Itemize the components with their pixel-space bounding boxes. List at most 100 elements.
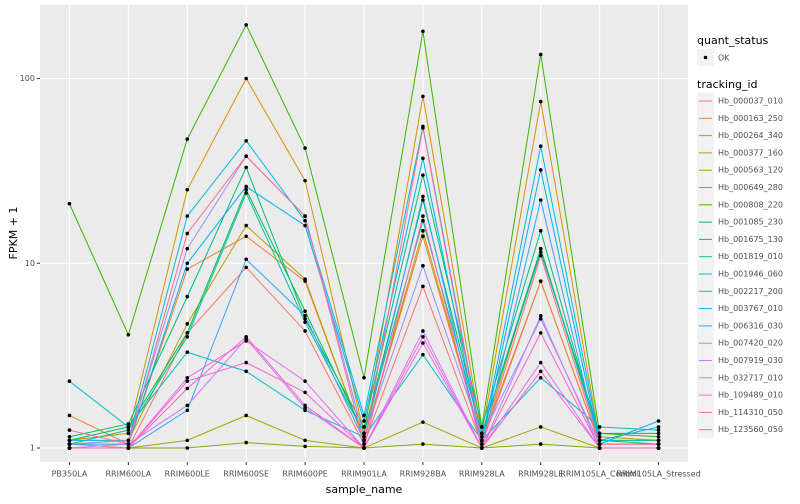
legend-label: Hb_000563_120 bbox=[718, 166, 783, 175]
data-point bbox=[538, 144, 543, 149]
data-point bbox=[185, 294, 190, 299]
data-point bbox=[244, 265, 248, 270]
legend-label: Hb_109489_010 bbox=[718, 391, 783, 400]
data-point bbox=[656, 419, 661, 423]
data-point bbox=[126, 428, 131, 432]
data-point bbox=[185, 334, 190, 339]
data-point bbox=[656, 434, 661, 439]
legend-label: Hb_001085_230 bbox=[718, 218, 783, 227]
data-point bbox=[126, 442, 131, 446]
data-point bbox=[362, 431, 366, 436]
data-point bbox=[597, 425, 602, 429]
data-point bbox=[538, 360, 543, 365]
data-point bbox=[185, 231, 190, 236]
data-point bbox=[421, 198, 425, 202]
data-point bbox=[67, 438, 72, 443]
data-point bbox=[244, 369, 248, 374]
data-point bbox=[303, 379, 307, 383]
legend-label: Hb_032717_010 bbox=[718, 373, 783, 382]
data-point bbox=[67, 379, 72, 383]
legend-label: Hb_002217_200 bbox=[718, 287, 783, 296]
x-tick-label: RRIM600LE bbox=[165, 470, 210, 479]
x-tick-label: RRIM928LE bbox=[518, 470, 563, 479]
y-tick-label: 100 bbox=[20, 74, 35, 83]
data-point bbox=[480, 431, 484, 436]
data-point bbox=[244, 165, 248, 170]
data-point bbox=[538, 317, 543, 321]
data-point bbox=[421, 126, 425, 130]
data-point bbox=[303, 390, 307, 395]
x-tick-label: PB350LA bbox=[52, 470, 88, 479]
data-point bbox=[303, 214, 307, 218]
data-point bbox=[244, 413, 248, 418]
x-tick-label: RRIM600PE bbox=[282, 470, 328, 479]
legend-label: Hb_000377_160 bbox=[718, 148, 783, 157]
data-point bbox=[126, 333, 131, 337]
legend-label: Hb_001675_130 bbox=[718, 235, 783, 244]
legend-title: tracking_id bbox=[697, 78, 758, 91]
data-point bbox=[244, 154, 248, 158]
data-point bbox=[303, 403, 307, 408]
data-point bbox=[244, 440, 248, 445]
data-point bbox=[244, 139, 248, 143]
data-point bbox=[303, 329, 307, 333]
data-point bbox=[185, 187, 190, 192]
x-tick-label: RRIM600LA bbox=[105, 470, 151, 479]
data-point bbox=[126, 422, 131, 426]
data-point bbox=[185, 446, 190, 450]
data-point bbox=[362, 375, 366, 380]
data-point bbox=[538, 375, 543, 380]
data-point bbox=[538, 52, 543, 57]
data-point bbox=[362, 438, 366, 443]
data-point bbox=[421, 263, 425, 268]
data-point bbox=[244, 257, 248, 262]
data-point bbox=[244, 360, 248, 365]
data-point bbox=[656, 431, 661, 436]
data-point bbox=[421, 284, 425, 289]
data-point bbox=[126, 425, 131, 429]
data-point bbox=[421, 341, 425, 345]
data-point bbox=[185, 246, 190, 251]
legend-label: Hb_123560_050 bbox=[718, 425, 783, 434]
data-point bbox=[303, 320, 307, 324]
shape-legend-label: OK bbox=[718, 54, 730, 63]
data-point bbox=[538, 198, 543, 202]
data-point bbox=[421, 334, 425, 339]
data-point bbox=[126, 438, 131, 443]
data-point bbox=[421, 156, 425, 161]
data-point bbox=[656, 438, 661, 443]
data-point bbox=[185, 438, 190, 443]
x-tick-label: RRIM928BA bbox=[400, 470, 447, 479]
data-point bbox=[597, 431, 602, 436]
data-point bbox=[303, 223, 307, 228]
data-point bbox=[303, 178, 307, 183]
data-point bbox=[244, 223, 248, 228]
x-tick-label: RRIM928LA bbox=[459, 470, 505, 479]
data-point bbox=[185, 386, 190, 391]
data-point bbox=[303, 438, 307, 443]
data-point bbox=[538, 228, 543, 233]
data-point bbox=[421, 173, 425, 177]
data-point bbox=[185, 331, 190, 335]
data-point bbox=[303, 146, 307, 150]
y-axis-label: FPKM + 1 bbox=[7, 207, 20, 260]
data-point bbox=[421, 352, 425, 357]
y-tick-label: 10 bbox=[25, 259, 35, 268]
data-point bbox=[67, 434, 72, 439]
data-point bbox=[362, 446, 366, 450]
data-point bbox=[303, 317, 307, 321]
x-axis-label: sample_name bbox=[326, 483, 403, 496]
data-point bbox=[597, 434, 602, 439]
legend-point bbox=[703, 55, 708, 60]
data-point bbox=[421, 29, 425, 34]
data-point bbox=[421, 214, 425, 218]
data-point bbox=[126, 446, 131, 450]
data-point bbox=[656, 428, 661, 432]
data-point bbox=[185, 267, 190, 271]
data-point bbox=[538, 425, 543, 429]
y-tick-label: 1 bbox=[30, 444, 35, 453]
legend-label: Hb_000037_010 bbox=[718, 97, 783, 106]
data-point bbox=[303, 277, 307, 281]
legend-label: Hb_001946_060 bbox=[718, 270, 783, 279]
